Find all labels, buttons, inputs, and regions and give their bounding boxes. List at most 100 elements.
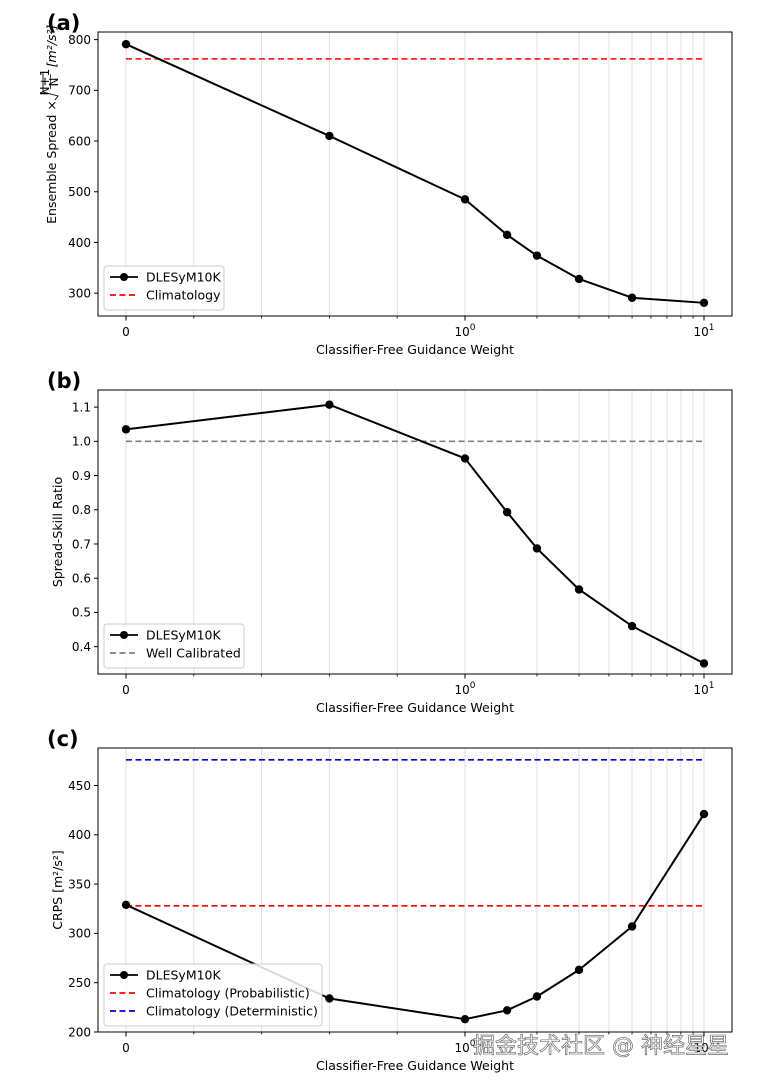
data-point (325, 131, 334, 141)
data-point (574, 274, 584, 284)
y-tick-label: 800 (68, 33, 91, 47)
y-tick-label: 0.9 (72, 469, 91, 483)
legend-box (103, 963, 323, 1027)
x-tick-base: 0 (122, 683, 130, 697)
x-tick-base: 10 (454, 1041, 469, 1055)
data-point (574, 965, 584, 975)
watermark-text: 掘金技术社区 @ 神经星星 (473, 1034, 729, 1059)
data-point (699, 659, 709, 668)
y-tick-label: 400 (68, 828, 91, 842)
y-tick-label: 600 (68, 134, 91, 148)
y-axis-label-main: Ensemble Spread × (44, 100, 59, 224)
y-tick-label: 250 (68, 976, 91, 990)
x-tick-base: 10 (693, 1041, 708, 1055)
x-tick-exponent: 1 (709, 1039, 715, 1049)
x-tick-label: 100 (454, 1039, 475, 1055)
fraction-denominator: N (47, 78, 61, 87)
x-tick-label: 0 (122, 325, 130, 339)
y-axis-label: Spread-Skill Ratio (50, 477, 65, 587)
axes-frame (97, 747, 733, 1033)
x-tick-base: 10 (454, 683, 469, 697)
x-tick-base: 10 (454, 325, 469, 339)
series-line-dlesym10k (125, 403, 705, 665)
y-tick-label: 400 (68, 236, 91, 250)
x-tick-base: 10 (693, 325, 708, 339)
data-point (699, 298, 709, 308)
x-tick-label: 0 (122, 1041, 130, 1055)
x-tick-exponent: 0 (470, 1039, 476, 1049)
legend-item: Climatology (146, 288, 221, 303)
legend-item: DLESyM10K (146, 628, 222, 643)
series-line-dlesym10k (125, 813, 705, 1021)
y-tick-label: 500 (68, 185, 91, 199)
x-tick-exponent: 1 (709, 681, 715, 691)
legend-marker (120, 631, 128, 639)
x-axis-label: Classifier-Free Guidance Weight (316, 342, 514, 357)
data-point (627, 621, 637, 631)
data-point (627, 293, 637, 302)
data-point (627, 922, 637, 931)
y-tick-label: 200 (68, 1025, 91, 1039)
y-tick-label: 1.0 (72, 435, 91, 449)
legend-item: Climatology (Deterministic) (146, 1004, 318, 1019)
y-tick-label: 0.4 (72, 640, 91, 654)
sqrt-fraction: N+1N (38, 69, 61, 101)
panel-label: (a) (47, 11, 80, 35)
data-point (532, 544, 542, 553)
y-axis-label: CRPS [m²/s²] (50, 850, 65, 930)
y-axis-label: Ensemble Spread × (44, 100, 59, 224)
y-tick-label: 700 (68, 84, 91, 98)
data-point (502, 1006, 512, 1015)
legend-item: Well Calibrated (146, 646, 241, 661)
y-tick-label: 300 (68, 927, 91, 941)
legend-item: Climatology (Probabilistic) (146, 986, 310, 1001)
x-tick-label: 100 (454, 323, 475, 339)
y-tick-label: 0.6 (72, 571, 91, 585)
x-tick-label: 101 (693, 323, 714, 339)
data-point (460, 454, 470, 463)
sqrt-sign (42, 72, 59, 101)
x-tick-label: 100 (454, 681, 475, 697)
legend-marker (120, 971, 128, 979)
legend-item: DLESyM10K (146, 270, 222, 285)
y-tick-label: 300 (68, 286, 91, 300)
data-point (121, 425, 131, 434)
x-axis-label: Classifier-Free Guidance Weight (316, 700, 514, 715)
panel-2: 0.40.50.60.70.80.91.01.10 100 101Classifie… (47, 369, 733, 715)
legend-marker (120, 273, 128, 281)
x-tick-exponent: 1 (709, 323, 715, 333)
panel-label: (b) (47, 369, 81, 393)
data-point (121, 39, 131, 49)
panel-label: (c) (47, 727, 79, 751)
x-tick-base: 0 (122, 325, 130, 339)
legend-item: DLESyM10K (146, 968, 222, 983)
x-tick-exponent: 0 (470, 323, 476, 333)
y-tick-label: 0.5 (72, 606, 91, 620)
y-tick-label: 350 (68, 877, 91, 891)
x-tick-base: 0 (122, 1041, 130, 1055)
y-tick-label: 450 (68, 779, 91, 793)
x-axis-label: Classifier-Free Guidance Weight (316, 1058, 514, 1073)
x-tick-label: 101 (693, 681, 714, 697)
legend-box (103, 623, 245, 669)
data-point (460, 1014, 470, 1024)
fraction-numerator: N+1 (38, 69, 52, 96)
x-tick-exponent: 0 (470, 681, 476, 691)
series-line-dlesym10k (125, 43, 705, 304)
data-point (460, 195, 470, 204)
y-tick-label: 0.8 (72, 503, 91, 517)
axes-frame (97, 31, 733, 317)
data-point (325, 994, 334, 1003)
y-axis-unit: [m²/s²] (44, 25, 59, 68)
x-tick-label: 101 (693, 1039, 714, 1055)
data-point (502, 230, 512, 240)
data-point (502, 507, 512, 517)
data-point (532, 251, 542, 260)
data-point (574, 585, 584, 594)
x-tick-label: 0 (122, 683, 130, 697)
y-tick-label: 1.1 (72, 400, 91, 414)
axes-frame (97, 389, 733, 675)
